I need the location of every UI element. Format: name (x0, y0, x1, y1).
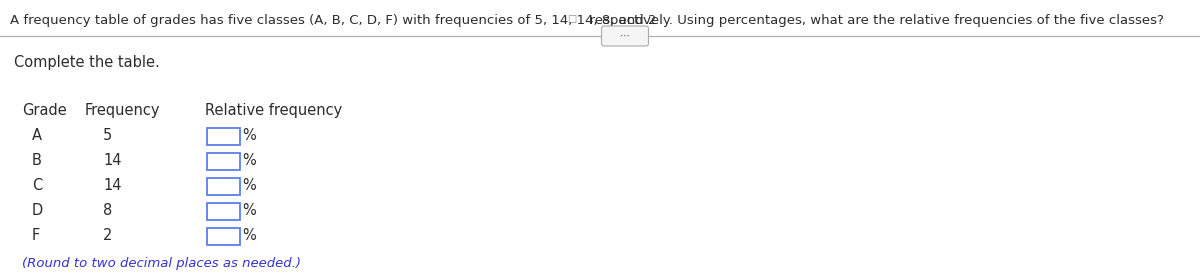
Text: Relative frequency: Relative frequency (205, 103, 342, 118)
Bar (208, 127, 240, 144)
Text: (Round to two decimal places as needed.): (Round to two decimal places as needed.) (22, 257, 301, 270)
Text: A: A (32, 128, 42, 143)
Text: □: □ (568, 14, 576, 24)
Text: 2: 2 (103, 228, 113, 243)
Text: Frequency: Frequency (85, 103, 161, 118)
Bar (208, 203, 240, 219)
Text: %: % (242, 153, 256, 168)
Text: 5: 5 (103, 128, 113, 143)
Text: Grade: Grade (22, 103, 67, 118)
Text: 14: 14 (103, 153, 121, 168)
Text: 14: 14 (103, 178, 121, 193)
Text: %: % (242, 203, 256, 218)
Bar (208, 177, 240, 194)
Text: 8: 8 (103, 203, 113, 218)
Text: B: B (32, 153, 42, 168)
Text: C: C (32, 178, 42, 193)
Text: F: F (32, 228, 41, 243)
Text: ⋯: ⋯ (620, 31, 630, 41)
Text: D: D (32, 203, 43, 218)
Text: %: % (242, 228, 256, 243)
Text: %: % (242, 128, 256, 143)
Bar (208, 227, 240, 245)
Bar (208, 153, 240, 170)
Text: Complete the table.: Complete the table. (14, 55, 160, 70)
Text: respectively. Using percentages, what are the relative frequencies of the five c: respectively. Using percentages, what ar… (581, 14, 1164, 27)
Text: %: % (242, 178, 256, 193)
FancyBboxPatch shape (601, 26, 648, 46)
Text: A frequency table of grades has five classes (A, B, C, D, F) with frequencies of: A frequency table of grades has five cla… (10, 14, 656, 27)
